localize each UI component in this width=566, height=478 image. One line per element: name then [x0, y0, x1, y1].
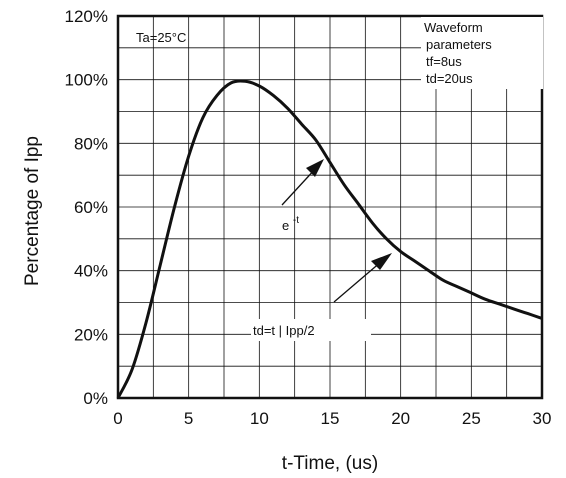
x-axis-title: t-Time, (us) — [282, 453, 378, 474]
x-tick-label: 25 — [462, 409, 481, 428]
y-tick-label: 80% — [74, 134, 108, 153]
params-line-2: parameters — [426, 37, 492, 52]
params-box — [421, 17, 543, 89]
x-tick-label: 20 — [391, 409, 410, 428]
y-tick-label: 100% — [65, 71, 108, 90]
ambient-label: Ta=25°C — [136, 30, 186, 45]
y-tick-label: 0% — [83, 389, 108, 408]
exp-arrow-line — [281, 166, 318, 206]
y-axis-title: Percentage of Ipp — [22, 136, 43, 286]
exp-arrow-head — [306, 159, 324, 177]
td-label: td=t | Ipp/2 — [253, 323, 315, 338]
params-tf: tf=8us — [426, 54, 462, 69]
x-tick-label: 30 — [533, 409, 552, 428]
plot-frame — [116, 14, 544, 400]
y-tick-label: 60% — [74, 198, 108, 217]
x-tick-label: 5 — [184, 409, 193, 428]
td-label-box — [251, 319, 371, 341]
params-td: td=20us — [426, 71, 473, 86]
exp-label: e -t — [282, 215, 299, 233]
series-line-current-waveform — [116, 79, 543, 399]
exp-base: e — [282, 218, 289, 233]
x-tick-label: 10 — [250, 409, 269, 428]
y-tick-label: 40% — [74, 262, 108, 281]
td-arrow-head — [371, 253, 392, 270]
params-line-1: Waveform — [424, 20, 483, 35]
x-tick-label: 15 — [321, 409, 340, 428]
axis-ticks: 0 5 10 15 20 25 30 0% 20% 40% 60% 80% 100% 120% — [65, 7, 552, 428]
exp-power: -t — [293, 215, 299, 226]
y-tick-label: 120% — [65, 7, 108, 26]
x-tick-label: 0 — [113, 409, 122, 428]
y-tick-label: 20% — [74, 325, 108, 344]
td-arrow-line — [333, 260, 383, 303]
